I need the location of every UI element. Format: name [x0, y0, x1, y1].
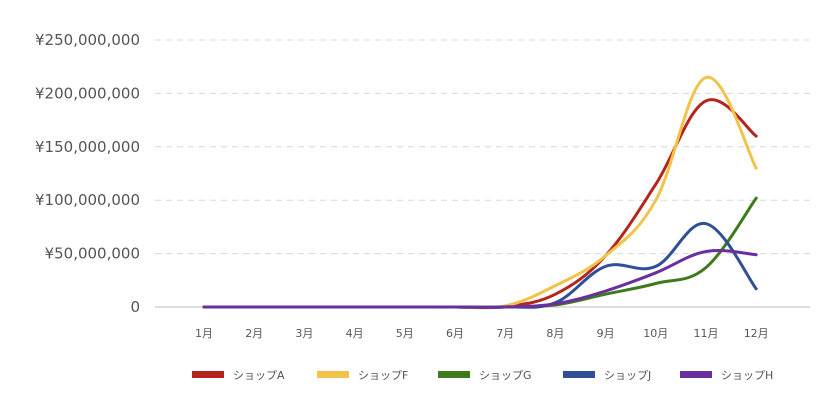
x-tick-label: 2月: [245, 327, 263, 340]
y-axis-tick-labels: 0 ¥50,000,000 ¥100,000,000 ¥150,000,000 ¥200…: [35, 31, 140, 316]
grid-lines: [155, 39, 810, 308]
legend-label: ショップF: [358, 369, 408, 382]
legend-swatch: [563, 371, 595, 378]
series-line-1: [202, 98, 758, 310]
x-tick-label: 3月: [295, 327, 313, 340]
legend-label: ショップJ: [604, 369, 651, 382]
legend-label: ショップA: [233, 369, 285, 382]
series-line-5: [202, 249, 758, 309]
legend-swatch: [317, 371, 349, 378]
y-tick-label: ¥200,000,000: [35, 84, 140, 102]
y-tick-label: ¥250,000,000: [35, 31, 140, 49]
legend-swatch: [438, 371, 470, 378]
legend-label: ショップH: [721, 369, 773, 382]
x-tick-label: 8月: [546, 327, 564, 340]
legend-swatch: [680, 371, 712, 378]
x-tick-label: 6月: [446, 327, 464, 340]
y-tick-label: 0: [130, 298, 140, 316]
x-axis-tick-labels: 1月 2月 3月 4月 5月 6月 7月 8月 9月 10月 11月 12月: [195, 327, 769, 340]
x-tick-label: 7月: [496, 327, 514, 340]
y-tick-label: ¥50,000,000: [45, 245, 140, 263]
y-tick-label: ¥100,000,000: [35, 191, 140, 209]
x-tick-label: 11月: [694, 327, 719, 340]
x-tick-label: 5月: [396, 327, 414, 340]
legend: ショップA ショップF ショップG ショップJ ショップH: [192, 369, 773, 382]
x-tick-label: 1月: [195, 327, 213, 340]
legend-swatch: [192, 371, 224, 378]
x-tick-label: 4月: [346, 327, 364, 340]
x-tick-label: 12月: [744, 327, 769, 340]
series-lines: [202, 75, 758, 310]
y-tick-label: ¥150,000,000: [35, 138, 140, 156]
x-tick-label: 9月: [597, 327, 615, 340]
legend-label: ショップG: [479, 369, 532, 382]
x-tick-label: 10月: [643, 327, 668, 340]
series-line-2: [202, 75, 758, 310]
